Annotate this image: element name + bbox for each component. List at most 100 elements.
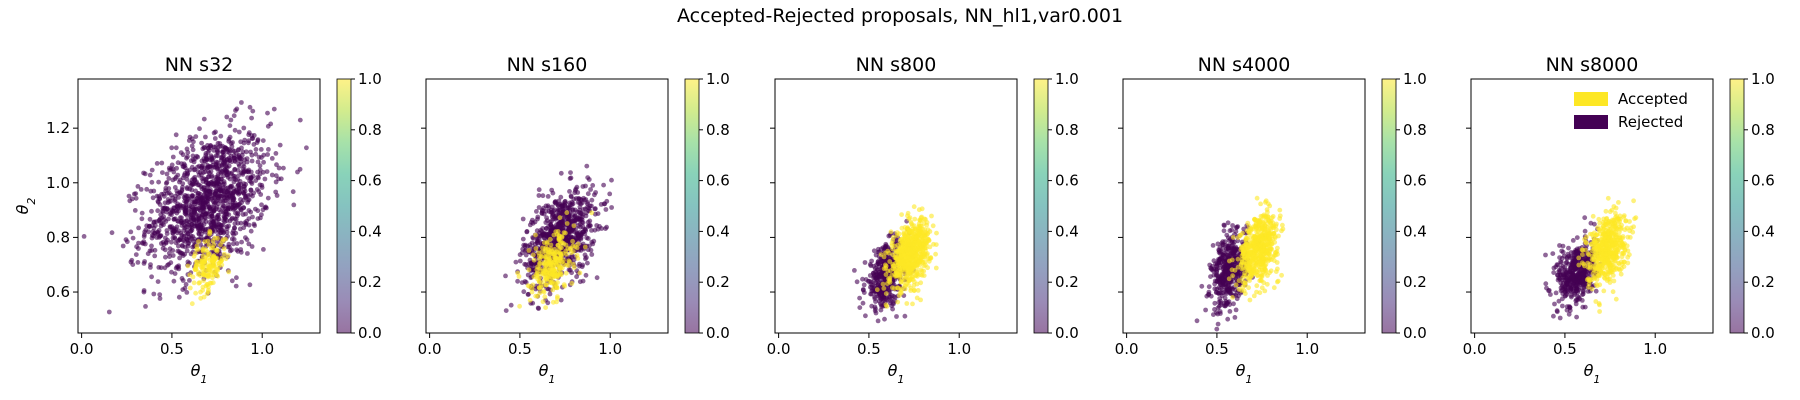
point-accepted	[1252, 217, 1257, 222]
point-rejected	[241, 140, 247, 146]
point-rejected	[604, 224, 609, 230]
point-rejected	[163, 235, 168, 241]
point-accepted	[205, 273, 211, 278]
point-accepted	[904, 301, 910, 306]
point-accepted	[544, 254, 549, 260]
point-accepted	[922, 245, 928, 251]
point-rejected	[604, 198, 610, 204]
point-accepted	[1253, 222, 1259, 227]
point-accepted	[545, 261, 550, 267]
point-accepted	[916, 231, 922, 237]
point-rejected	[266, 147, 271, 152]
point-accepted	[216, 264, 221, 269]
point-accepted	[206, 284, 211, 290]
point-accepted	[589, 210, 595, 216]
point-rejected	[210, 220, 216, 225]
x-tick-label: 1.0	[598, 340, 622, 358]
point-accepted	[899, 237, 904, 242]
colorbar-tick-label: 0.6	[1403, 172, 1427, 190]
colorbar-tick-label: 0.8	[358, 121, 382, 139]
point-rejected	[594, 275, 600, 281]
point-rejected	[151, 219, 157, 225]
point-rejected	[567, 189, 572, 194]
point-rejected	[173, 145, 179, 151]
point-accepted	[933, 265, 939, 271]
point-rejected	[865, 278, 871, 284]
point-accepted	[548, 274, 554, 280]
point-rejected	[244, 156, 250, 162]
point-rejected	[157, 292, 163, 297]
colorbar: 0.00.20.40.60.81.0	[1381, 70, 1427, 342]
point-rejected	[218, 209, 224, 215]
point-rejected	[255, 159, 261, 165]
point-rejected	[585, 191, 591, 197]
colorbar-tick-label: 0.2	[1055, 273, 1079, 291]
point-rejected	[218, 169, 224, 175]
x-tick-label: 0.5	[508, 340, 532, 358]
point-rejected	[249, 181, 255, 186]
point-rejected	[265, 110, 270, 116]
point-rejected	[195, 224, 201, 229]
point-rejected	[180, 278, 186, 283]
point-accepted	[207, 280, 213, 286]
point-rejected	[1221, 228, 1227, 234]
point-accepted	[1253, 226, 1259, 232]
point-accepted	[535, 293, 540, 299]
point-rejected	[241, 205, 247, 211]
point-rejected	[235, 168, 241, 173]
point-rejected	[180, 164, 186, 169]
point-rejected	[234, 247, 240, 253]
point-rejected	[249, 158, 255, 164]
point-rejected	[170, 253, 176, 258]
point-rejected	[248, 209, 254, 215]
point-rejected	[211, 206, 216, 212]
point-rejected	[235, 220, 241, 226]
point-rejected	[246, 130, 252, 136]
point-accepted	[1263, 251, 1269, 257]
point-rejected	[156, 265, 162, 270]
point-accepted	[895, 285, 901, 291]
point-rejected	[1222, 267, 1228, 273]
point-rejected	[862, 260, 868, 265]
point-rejected	[193, 134, 199, 140]
x-axis-label: θ1	[539, 361, 556, 386]
point-rejected	[568, 194, 574, 200]
point-accepted	[884, 304, 890, 309]
point-accepted	[902, 233, 907, 238]
point-rejected	[1560, 303, 1565, 309]
point-rejected	[1229, 227, 1235, 233]
point-rejected	[149, 243, 154, 249]
point-rejected	[184, 248, 190, 254]
point-rejected	[569, 202, 575, 208]
point-rejected	[141, 289, 147, 295]
point-rejected	[231, 232, 237, 238]
point-accepted	[569, 281, 575, 286]
point-rejected	[169, 145, 175, 151]
point-accepted	[908, 288, 914, 293]
point-rejected	[889, 303, 894, 309]
point-rejected	[251, 221, 257, 227]
point-rejected	[1218, 311, 1223, 316]
point-accepted	[889, 243, 895, 249]
point-rejected	[259, 212, 264, 218]
point-accepted	[926, 238, 932, 244]
point-rejected	[158, 223, 164, 229]
point-rejected	[544, 215, 549, 221]
point-rejected	[189, 199, 195, 205]
scatter-points	[1194, 195, 1286, 332]
point-rejected	[155, 279, 161, 284]
point-rejected	[536, 187, 542, 193]
point-rejected	[568, 170, 573, 176]
point-rejected	[241, 190, 247, 196]
point-rejected	[185, 150, 191, 155]
point-rejected	[180, 287, 186, 292]
point-accepted	[200, 287, 206, 293]
point-accepted	[582, 244, 588, 250]
point-rejected	[572, 218, 577, 224]
point-rejected	[1214, 326, 1220, 332]
point-accepted	[191, 253, 197, 259]
point-accepted	[567, 246, 573, 252]
point-accepted	[930, 223, 936, 229]
